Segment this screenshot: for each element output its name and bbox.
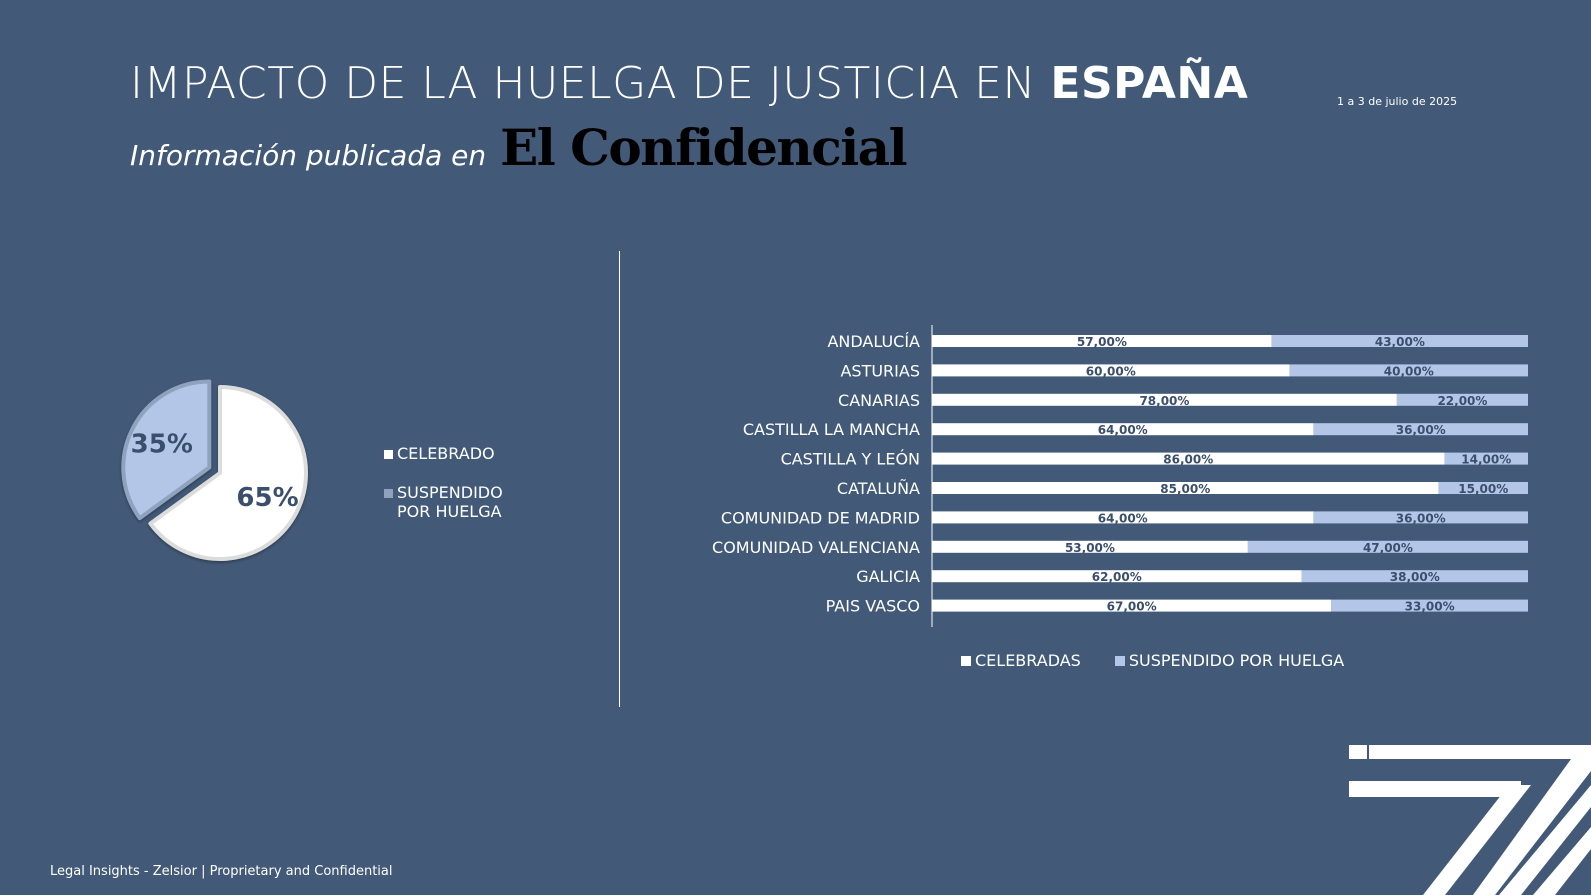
page-title: IMPACTO DE LA HUELGA DE JUSTICIA EN ESPA… [130, 58, 1249, 109]
bar-celebradas [932, 599, 1332, 612]
legend-label: SUSPENDIDO POR HUELGA [1128, 651, 1345, 670]
bar-data-label: 78,00% [1139, 394, 1189, 408]
bar-suspendido [1331, 599, 1528, 612]
bar-celebradas [932, 540, 1248, 553]
bar-suspendido [1396, 393, 1528, 406]
bar-data-label: 43,00% [1375, 335, 1425, 349]
bar-celebradas [932, 423, 1314, 436]
bar-celebradas [932, 482, 1439, 494]
pie-slice-celebrado [148, 385, 308, 561]
legend-label: SUSPENDIDO POR HUELGA [397, 483, 503, 521]
category-label: ASTURIAS [840, 361, 920, 380]
bar-data-label: 36,00% [1396, 511, 1446, 525]
bar-data-label: 64,00% [1098, 423, 1148, 437]
bar-suspendido [1313, 423, 1528, 436]
bar-data-label: 64,00% [1098, 511, 1148, 525]
category-label: CASTILLA LA MANCHA [743, 420, 920, 439]
subtitle: Información publicada en [130, 139, 487, 172]
category-label: CASTILLA Y LEÓN [781, 450, 920, 469]
bar-data-label: 38,00% [1390, 570, 1440, 584]
bar-celebradas [932, 511, 1314, 524]
bar-suspendido [1444, 452, 1528, 465]
bar-data-label: 14,00% [1461, 453, 1511, 467]
bar-data-label: 85,00% [1160, 482, 1210, 496]
bar-data-label: 40,00% [1384, 364, 1434, 378]
bar-suspendido [1247, 540, 1528, 553]
bar-celebradas [932, 452, 1445, 465]
bar-suspendido [1313, 511, 1528, 524]
legend-item-celebradas: CELEBRADAS [961, 651, 1081, 670]
legend-swatch-celebradas [961, 655, 971, 666]
date-range: 1 a 3 de julio de 2025 [1337, 95, 1458, 108]
category-label: CATALUÑA [837, 479, 920, 498]
legend-swatch-suspendido [384, 489, 393, 498]
bar-data-label: 33,00% [1405, 600, 1455, 614]
bar-data-label: 62,00% [1092, 570, 1142, 584]
pie-data-label: 65% [236, 483, 298, 513]
bar-celebradas [932, 335, 1272, 347]
category-label: COMUNIDAD VALENCIANA [712, 538, 920, 557]
pie-chart: 65% 35% [121, 379, 308, 561]
bar-data-label: 47,00% [1363, 541, 1413, 555]
bar-celebradas [932, 570, 1302, 583]
footer-text: Legal Insights - Zelsior | Proprietary a… [50, 864, 393, 879]
bar-suspendido [1271, 335, 1528, 347]
pie-slice-suspendido [121, 379, 212, 521]
pie-data-label: 35% [131, 429, 193, 459]
bar-data-label: 36,00% [1396, 423, 1446, 437]
legend-label: CELEBRADO [397, 444, 495, 463]
bar-data-label: 86,00% [1163, 453, 1213, 467]
legend-label: CELEBRADAS [975, 651, 1081, 670]
bar-suspendido [1438, 482, 1528, 494]
bar-legend: CELEBRADAS SUSPENDIDO POR HUELGA [961, 651, 1378, 670]
category-label: ANDALUCÍA [827, 332, 920, 351]
bar-data-label: 15,00% [1458, 482, 1508, 496]
legend-item-celebrado: CELEBRADO [384, 444, 527, 463]
bar-data-label: 60,00% [1086, 364, 1136, 378]
bar-data-label: 57,00% [1077, 335, 1127, 349]
section-divider [619, 251, 620, 707]
category-label: CANARIAS [838, 391, 920, 410]
el-confidencial-logo: El Confidencial [500, 118, 907, 177]
bar-data-label: 67,00% [1107, 600, 1157, 614]
legend-item-suspendido: SUSPENDIDO POR HUELGA [1114, 651, 1345, 670]
bar-suspendido [1301, 570, 1528, 583]
category-label: PAIS VASCO [826, 597, 920, 616]
legend-swatch-celebrado [384, 450, 393, 459]
bar-data-label: 22,00% [1437, 394, 1487, 408]
zelsior-logo-icon [1349, 745, 1591, 895]
category-label: COMUNIDAD DE MADRID [721, 508, 920, 527]
stacked-bar-chart: ANDALUCÍA 57,00% 43,00% ASTURIAS 60,00% 40,00… [712, 325, 1528, 627]
bar-suspendido [1289, 364, 1528, 377]
pie-legend: CELEBRADO SUSPENDIDO POR HUELGA [384, 444, 527, 541]
category-label: GALICIA [856, 567, 920, 586]
bar-celebradas [932, 393, 1397, 406]
legend-item-suspendido: SUSPENDIDO POR HUELGA [384, 483, 527, 521]
bar-celebradas [932, 364, 1290, 377]
legend-swatch-suspendido [1114, 655, 1125, 666]
subtitle-row: Información publicada en El Confidencial [130, 118, 908, 177]
bar-data-label: 53,00% [1065, 541, 1115, 555]
